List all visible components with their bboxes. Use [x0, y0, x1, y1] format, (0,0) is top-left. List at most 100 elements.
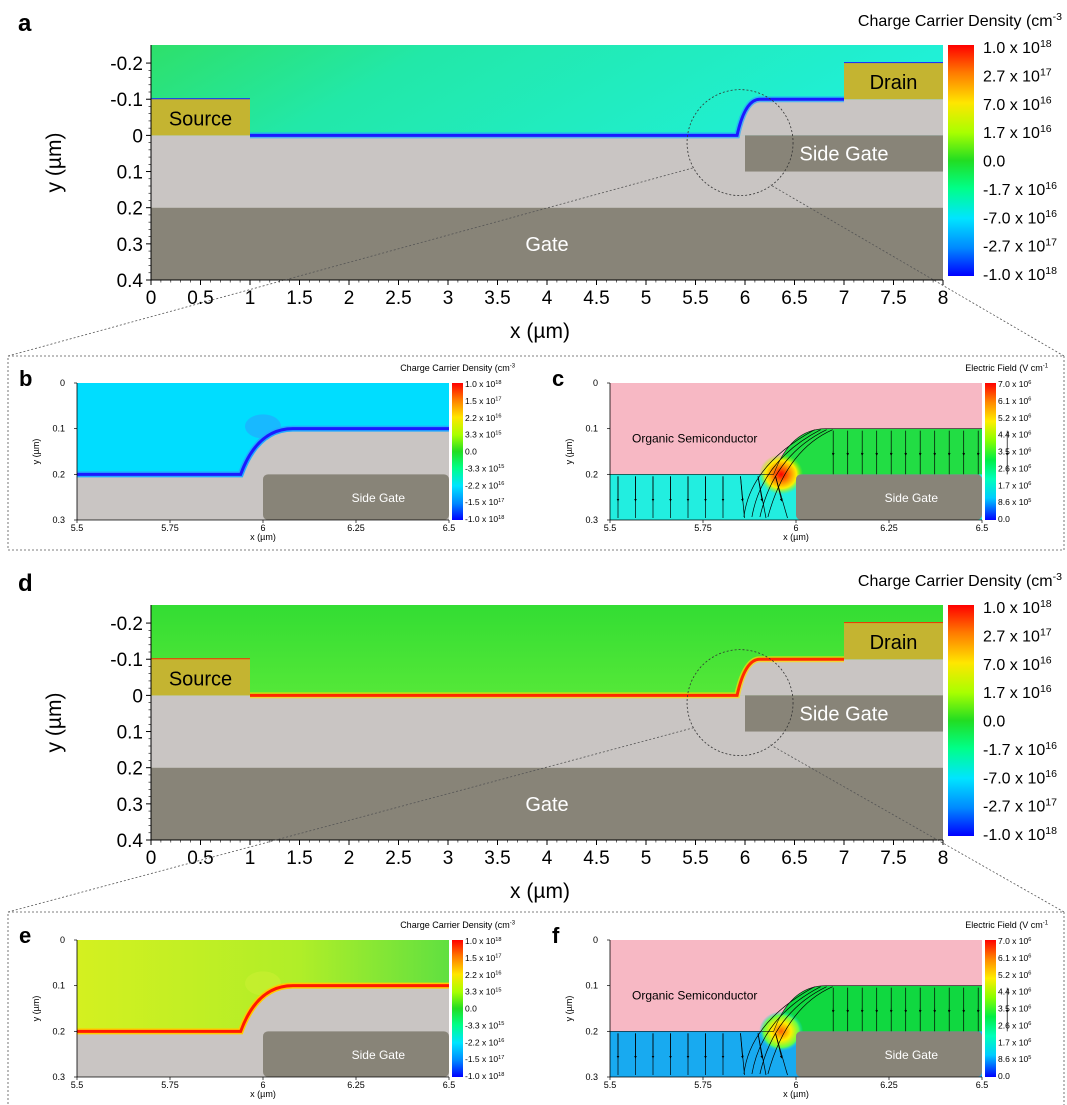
- colorbar-tick-label: 8.6 x 105: [998, 1054, 1031, 1064]
- colorbar-tick-label-base: 0.0: [465, 447, 477, 457]
- interface-outline: [610, 985, 982, 1032]
- colorbar-tick-label-base: -1.5 x 10: [465, 1054, 498, 1064]
- side-gate-label: Side Gate: [885, 491, 939, 505]
- colorbar-title: Electric Field (V cm-1: [965, 363, 1048, 373]
- y-axis-title: y (µm): [31, 996, 41, 1022]
- colorbar-tick-label-exp: 18: [498, 515, 504, 521]
- colorbar-tick-label: -2.7 x 1017: [983, 237, 1057, 256]
- colorbar-tick-label-base: -1.0 x 10: [983, 827, 1045, 844]
- colorbar-tick-label-exp: 16: [1040, 683, 1052, 695]
- zoom-circle: [686, 649, 794, 757]
- x-axis-title: x (µm): [510, 880, 570, 903]
- x-tick-label: 7.5: [880, 288, 906, 309]
- x-axis-title: x (µm): [783, 1089, 809, 1099]
- field-arrow: [757, 476, 764, 502]
- colorbar-tick-label-exp: 16: [1045, 208, 1057, 220]
- colorbar-tick-label-base: 8.6 x 10: [998, 497, 1029, 507]
- y-tick-label: 0.2: [585, 469, 598, 479]
- interface-layer: [77, 427, 449, 476]
- colorbar-tick-label-base: 0.0: [983, 154, 1005, 171]
- colorbar-tick-label-exp: 6: [1028, 971, 1031, 977]
- x-tick-label: 5.75: [161, 523, 179, 533]
- colorbar-tick-label-exp: 16: [1045, 180, 1057, 192]
- colorbar-tick-label: -3.3 x 1015: [465, 463, 504, 473]
- y-tick-label: 0.2: [117, 759, 143, 780]
- colorbar-tick-label-base: 1.0 x 10: [983, 600, 1040, 617]
- colorbar-tick-label-base: -3.3 x 10: [465, 1020, 498, 1030]
- colorbar-tick-label: 5.2 x 106: [998, 413, 1031, 423]
- source-electrode: [151, 659, 250, 696]
- colorbar-tick-label-exp: 16: [495, 971, 501, 977]
- colorbar-tick-label-base: -1.7 x 10: [983, 742, 1045, 759]
- colorbar-tick-label-base: 7.0 x 10: [983, 657, 1040, 674]
- colorbar-title-base: Electric Field (V cm: [965, 920, 1043, 930]
- colorbar-title: Charge Carrier Density (cm-3: [858, 11, 1062, 30]
- colorbar-tick-label-exp: 6: [1028, 397, 1031, 403]
- colorbar-tick-label-base: 7.0 x 10: [998, 379, 1029, 389]
- colorbar-tick-label: 0.0: [998, 1071, 1010, 1081]
- colorbar-tick-label: 4.4 x 106: [998, 987, 1031, 997]
- colorbar-title: Charge Carrier Density (cm-3: [858, 571, 1062, 590]
- side-gate-label: Side Gate: [800, 703, 889, 725]
- side-gate-label: Side Gate: [352, 1048, 406, 1062]
- colorbar-tick-label-base: 7.0 x 10: [998, 936, 1029, 946]
- colorbar-tick-label-exp: 6: [1028, 954, 1031, 960]
- step-region: [737, 99, 943, 136]
- colorbar-tick-label-base: -1.5 x 10: [465, 497, 498, 507]
- colorbar-tick-label-base: 0.0: [465, 1004, 477, 1014]
- colorbar-tick-label-exp: 16: [1040, 123, 1052, 135]
- x-tick-label: 6: [260, 1080, 265, 1090]
- side-gate-label: Side Gate: [885, 1048, 939, 1062]
- colorbar-title: Electric Field (V cm-1: [965, 920, 1048, 930]
- colorbar-tick-label-exp: 15: [498, 1021, 504, 1027]
- x-tick-label: 1: [245, 848, 256, 869]
- colorbar-tick-label: 2.7 x 1017: [983, 626, 1052, 645]
- colorbar-tick-label-base: -2.2 x 10: [465, 480, 498, 490]
- colorbar-tick-label-exp: 18: [1040, 598, 1052, 610]
- y-tick-label: 0.3: [52, 1072, 65, 1082]
- y-tick-label: 0: [132, 126, 143, 147]
- x-tick-label: 2.5: [385, 848, 411, 869]
- y-axis-title: y (µm): [43, 693, 66, 753]
- panel-letter: c: [552, 366, 564, 391]
- colorbar-tick-label-base: 2.7 x 10: [983, 628, 1040, 645]
- x-tick-label: 7: [839, 848, 850, 869]
- colorbar: [985, 940, 996, 1077]
- x-tick-label: 2: [344, 288, 355, 309]
- colorbar-tick-label-exp: 17: [498, 1055, 504, 1061]
- x-tick-label: 6: [740, 848, 751, 869]
- colorbar-tick-label-exp: 17: [1045, 237, 1057, 249]
- field-arrow: [775, 476, 783, 502]
- colorbar-tick-label-exp: 6: [1028, 430, 1031, 436]
- colorbar-tick-label: -1.0 x 1018: [983, 825, 1057, 844]
- y-tick-label: -0.1: [110, 90, 143, 111]
- colorbar-tick-label-exp: 6: [1028, 1038, 1031, 1044]
- semiconductor-label: Organic Semiconductor: [632, 431, 757, 445]
- y-tick-label: 0.1: [117, 163, 143, 184]
- y-tick-label: -0.2: [110, 54, 143, 75]
- colorbar-tick-label-base: -1.0 x 10: [983, 267, 1045, 284]
- field-line-curved: [767, 429, 833, 518]
- colorbar-tick-label: -2.2 x 1016: [465, 1037, 504, 1047]
- colorbar-tick-label-base: 2.2 x 10: [465, 413, 496, 423]
- colorbar-tick-label: 1.5 x 1017: [465, 396, 502, 406]
- colorbar-tick-label: 2.6 x 106: [998, 463, 1031, 473]
- colorbar-title: Charge Carrier Density (cm-3: [400, 920, 516, 930]
- panel-letter: f: [552, 923, 560, 948]
- colorbar-tick-label-exp: 16: [1045, 768, 1057, 780]
- colorbar-tick-label-base: 1.0 x 10: [465, 379, 496, 389]
- colorbar-tick-label-base: 1.7 x 10: [983, 685, 1040, 702]
- colorbar-tick-label: 1.5 x 1017: [465, 953, 502, 963]
- x-tick-label: 6.25: [880, 1080, 898, 1090]
- zoom-line-right: [769, 744, 1065, 913]
- field-line-curved: [759, 429, 827, 518]
- colorbar-tick-label-base: 0.0: [998, 1071, 1010, 1081]
- field-line-curved: [743, 429, 815, 518]
- colorbar-tick-label-exp: 6: [1028, 380, 1031, 386]
- main-panel-d: d Source Drain Side Gate Gate 0 0.5 1 1.5 2 2.5 3 3.…: [18, 570, 1062, 903]
- x-tick-label: 6.5: [976, 1080, 989, 1090]
- field-upper-region: [773, 428, 982, 475]
- y-axis-title: y (µm): [564, 996, 574, 1022]
- x-tick-label: 4: [542, 288, 553, 309]
